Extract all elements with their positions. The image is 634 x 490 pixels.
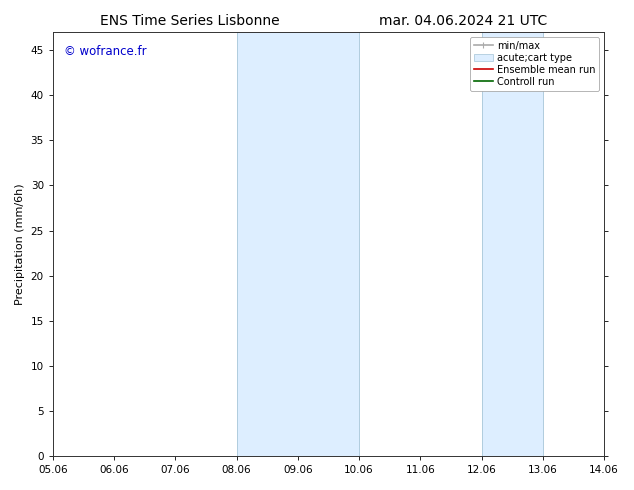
Y-axis label: Precipitation (mm/6h): Precipitation (mm/6h) xyxy=(15,183,25,305)
Bar xyxy=(236,32,359,456)
Text: ENS Time Series Lisbonne: ENS Time Series Lisbonne xyxy=(100,14,280,28)
Text: mar. 04.06.2024 21 UTC: mar. 04.06.2024 21 UTC xyxy=(378,14,547,28)
Legend: min/max, acute;cart type, Ensemble mean run, Controll run: min/max, acute;cart type, Ensemble mean … xyxy=(470,37,599,91)
Bar xyxy=(482,32,543,456)
Text: © wofrance.fr: © wofrance.fr xyxy=(64,45,146,58)
